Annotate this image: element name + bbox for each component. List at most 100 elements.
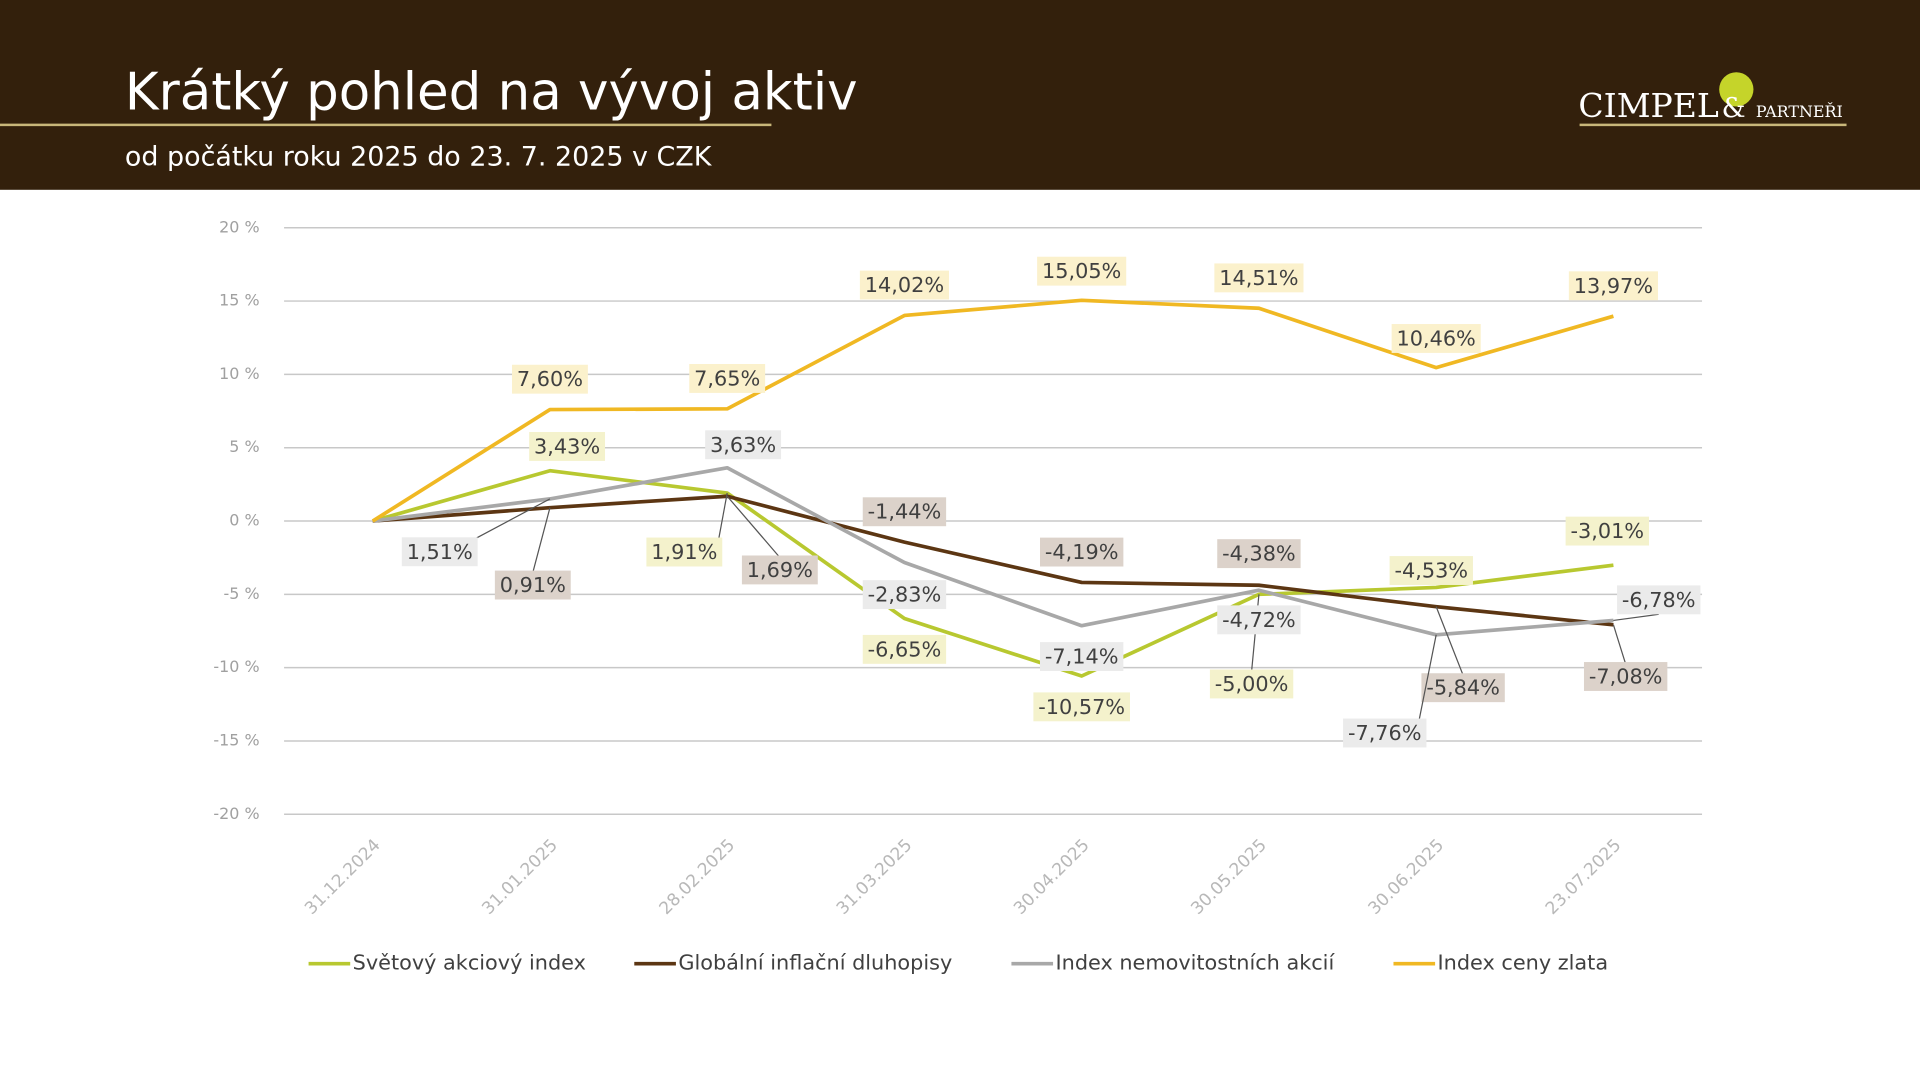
value-label-box (859, 270, 949, 300)
value-label: -1,44% (868, 500, 942, 524)
value-label-box (1583, 662, 1668, 691)
value-label: 3,43% (534, 434, 600, 458)
value-label-box (1037, 256, 1127, 286)
value-label: -3,01% (1571, 519, 1645, 543)
value-label-box (1217, 539, 1301, 569)
logo: CIMPEL & PARTNEŘI (1578, 72, 1847, 127)
leader-line (1613, 613, 1659, 622)
value-label-box (1568, 271, 1658, 301)
leader-line (726, 495, 781, 558)
value-label-box (862, 634, 947, 664)
y-tick-label: -10 % (213, 657, 259, 676)
logo-name: CIMPEL (1578, 86, 1719, 125)
value-label: 10,46% (1397, 326, 1476, 350)
value-label-box (1214, 263, 1304, 293)
value-label: 1,91% (651, 540, 717, 564)
header-band (0, 0, 1920, 190)
value-label: 13,97% (1574, 274, 1653, 298)
y-tick-label: -15 % (213, 730, 259, 749)
x-tick-label: 31.03.2025 (833, 835, 916, 918)
leader-line (718, 492, 728, 540)
y-tick-label: -20 % (213, 804, 259, 823)
x-tick-label: 30.05.2025 (1187, 835, 1270, 918)
value-label-box (1209, 669, 1294, 699)
x-tick-label: 30.04.2025 (1010, 835, 1093, 918)
chart-subtitle: od počátku roku 2025 do 23. 7. 2025 v CZ… (125, 141, 713, 172)
logo-partners: PARTNEŘI (1756, 101, 1843, 121)
logo-leaf (1719, 72, 1754, 107)
value-label-box (1617, 585, 1701, 615)
y-tick-label: 15 % (219, 291, 259, 310)
legend-label: Index nemovitostních akcií (1056, 951, 1336, 975)
value-label-box (1389, 556, 1473, 585)
value-labels: 3,43% 1,91% -6,65% -10,57% -5,00% -4,53% -3,01… (529, 432, 1649, 722)
x-tick-label: 23.07.2025 (1542, 835, 1625, 918)
y-tick-label: 0 % (229, 511, 259, 530)
legend-label: Index ceny zlata (1438, 951, 1609, 975)
value-label: -4,53% (1394, 559, 1468, 583)
leader-line (1418, 634, 1437, 721)
value-labels: 7,60% 7,65% 14,02% 15,05% 14,51% 10,46% 13,97% (512, 256, 1658, 394)
value-label-box (1039, 537, 1124, 567)
x-tick-label: 31.01.2025 (478, 835, 561, 918)
value-label: -10,57% (1038, 695, 1125, 719)
value-label-box (1039, 642, 1124, 672)
value-label: -2,83% (868, 583, 942, 607)
series-line (372, 468, 1614, 678)
value-label: 3,63% (710, 433, 776, 457)
y-tick-label: 5 % (229, 437, 259, 456)
value-label: -6,78% (1622, 588, 1696, 612)
value-label-box (1421, 673, 1505, 703)
legend-label: Světový akciový index (353, 951, 586, 975)
value-label-box (741, 555, 818, 585)
value-label-box (529, 432, 606, 461)
value-labels: 1,51% 3,63% -2,83% -7,14% -4,72% -7,76% -6,78% (401, 430, 1701, 748)
y-tick-label: 10 % (219, 364, 259, 383)
value-label: -7,14% (1045, 645, 1119, 669)
series-line (372, 494, 1614, 627)
value-label-box (705, 430, 782, 460)
series-line (372, 465, 1614, 637)
value-label-box (401, 537, 478, 567)
x-tick-label: 28.02.2025 (656, 835, 739, 918)
x-tick-label: 30.06.2025 (1365, 835, 1448, 918)
value-label: 14,51% (1219, 266, 1298, 290)
value-label-box (862, 580, 947, 610)
series-line (371, 298, 1614, 523)
value-label: -4,72% (1222, 608, 1296, 632)
value-label-box (862, 497, 947, 527)
leader-line (473, 498, 551, 540)
value-label: 15,05% (1042, 259, 1121, 283)
value-label-box (689, 364, 766, 393)
value-label: -5,00% (1215, 672, 1289, 696)
leader-line (1612, 624, 1627, 665)
leader-line (532, 507, 551, 573)
y-tick-label: 20 % (219, 217, 259, 236)
chart-title: Krátký pohled na vývoj aktiv (125, 63, 858, 123)
value-label: -7,08% (1589, 664, 1663, 688)
value-label-box (1343, 718, 1427, 748)
y-tick-label: -5 % (224, 584, 260, 603)
value-label-box (1565, 516, 1649, 546)
value-label: -6,65% (868, 637, 942, 661)
value-label: 14,02% (865, 273, 944, 297)
value-labels: 0,91% 1,69% -1,44% -4,19% -4,38% -5,84% -7,08% (494, 495, 1668, 703)
value-label-box (1391, 324, 1481, 353)
value-label: -7,76% (1348, 721, 1422, 745)
leader-line (1435, 606, 1464, 676)
value-label: 7,60% (517, 367, 583, 391)
value-label: 1,69% (747, 558, 813, 582)
value-label-box (1217, 605, 1301, 635)
value-label: 1,51% (407, 540, 473, 564)
value-label-box (646, 537, 723, 567)
value-label-box (512, 364, 588, 394)
value-label: -4,19% (1045, 540, 1119, 564)
value-label-box (494, 570, 571, 600)
value-label: 7,65% (694, 366, 760, 390)
value-label-box (1033, 692, 1130, 722)
logo-amp: & (1722, 93, 1746, 124)
value-label: -5,84% (1426, 676, 1500, 700)
value-label: -4,38% (1222, 542, 1296, 566)
